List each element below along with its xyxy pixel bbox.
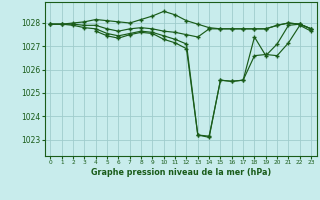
X-axis label: Graphe pression niveau de la mer (hPa): Graphe pression niveau de la mer (hPa) <box>91 168 271 177</box>
